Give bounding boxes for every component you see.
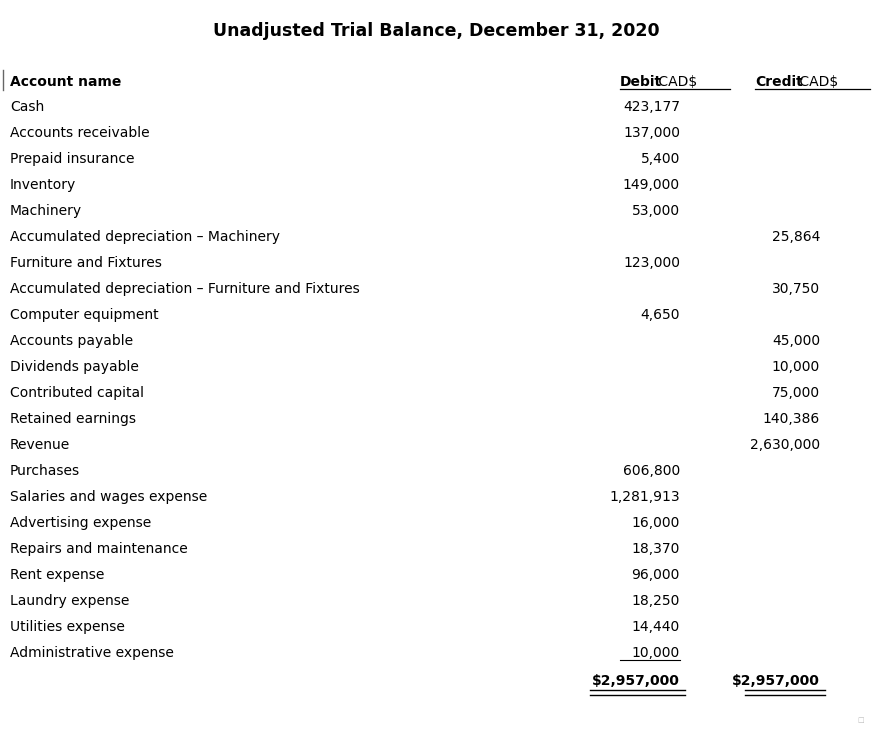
Text: Cash: Cash	[10, 100, 44, 114]
Text: Accounts payable: Accounts payable	[10, 334, 133, 348]
Text: 75,000: 75,000	[772, 386, 820, 400]
Text: 137,000: 137,000	[623, 126, 680, 140]
Text: Dividends payable: Dividends payable	[10, 360, 139, 374]
Text: Rent expense: Rent expense	[10, 568, 105, 582]
Text: 606,800: 606,800	[623, 464, 680, 478]
Text: Unadjusted Trial Balance, December 31, 2020: Unadjusted Trial Balance, December 31, 2…	[213, 22, 659, 40]
Text: Advertising expense: Advertising expense	[10, 516, 151, 530]
Text: Furniture and Fixtures: Furniture and Fixtures	[10, 256, 162, 270]
Text: Accumulated depreciation – Furniture and Fixtures: Accumulated depreciation – Furniture and…	[10, 282, 360, 296]
Text: Retained earnings: Retained earnings	[10, 412, 136, 426]
Text: 2,630,000: 2,630,000	[750, 438, 820, 452]
Text: Inventory: Inventory	[10, 178, 76, 192]
Text: CAD$: CAD$	[795, 75, 838, 89]
Text: 25,864: 25,864	[772, 230, 820, 244]
Text: Machinery: Machinery	[10, 204, 82, 218]
Text: $2,957,000: $2,957,000	[732, 674, 820, 688]
Text: 18,250: 18,250	[631, 594, 680, 608]
Text: 10,000: 10,000	[631, 646, 680, 660]
Text: $2,957,000: $2,957,000	[592, 674, 680, 688]
Text: Salaries and wages expense: Salaries and wages expense	[10, 490, 208, 504]
Text: Utilities expense: Utilities expense	[10, 620, 125, 634]
Text: Accumulated depreciation – Machinery: Accumulated depreciation – Machinery	[10, 230, 280, 244]
Text: 10,000: 10,000	[772, 360, 820, 374]
Text: 30,750: 30,750	[772, 282, 820, 296]
Text: 45,000: 45,000	[772, 334, 820, 348]
Text: 18,370: 18,370	[631, 542, 680, 556]
Text: Debit: Debit	[620, 75, 662, 89]
Text: 140,386: 140,386	[763, 412, 820, 426]
Text: Administrative expense: Administrative expense	[10, 646, 174, 660]
Text: 149,000: 149,000	[623, 178, 680, 192]
Text: Revenue: Revenue	[10, 438, 71, 452]
Text: Contributed capital: Contributed capital	[10, 386, 144, 400]
Text: 5,400: 5,400	[641, 152, 680, 166]
Text: Credit: Credit	[755, 75, 803, 89]
Text: Laundry expense: Laundry expense	[10, 594, 129, 608]
Text: 14,440: 14,440	[631, 620, 680, 634]
Text: 4,650: 4,650	[641, 308, 680, 322]
Text: 16,000: 16,000	[631, 516, 680, 530]
Text: 423,177: 423,177	[623, 100, 680, 114]
Text: 53,000: 53,000	[632, 204, 680, 218]
Text: Account name: Account name	[10, 75, 121, 89]
Text: Computer equipment: Computer equipment	[10, 308, 159, 322]
Text: CAD$: CAD$	[654, 75, 698, 89]
Text: Purchases: Purchases	[10, 464, 80, 478]
Text: 123,000: 123,000	[623, 256, 680, 270]
Text: Prepaid insurance: Prepaid insurance	[10, 152, 134, 166]
Text: 96,000: 96,000	[631, 568, 680, 582]
Text: Accounts receivable: Accounts receivable	[10, 126, 150, 140]
Text: □: □	[857, 717, 864, 723]
Text: Repairs and maintenance: Repairs and maintenance	[10, 542, 187, 556]
Text: 1,281,913: 1,281,913	[610, 490, 680, 504]
